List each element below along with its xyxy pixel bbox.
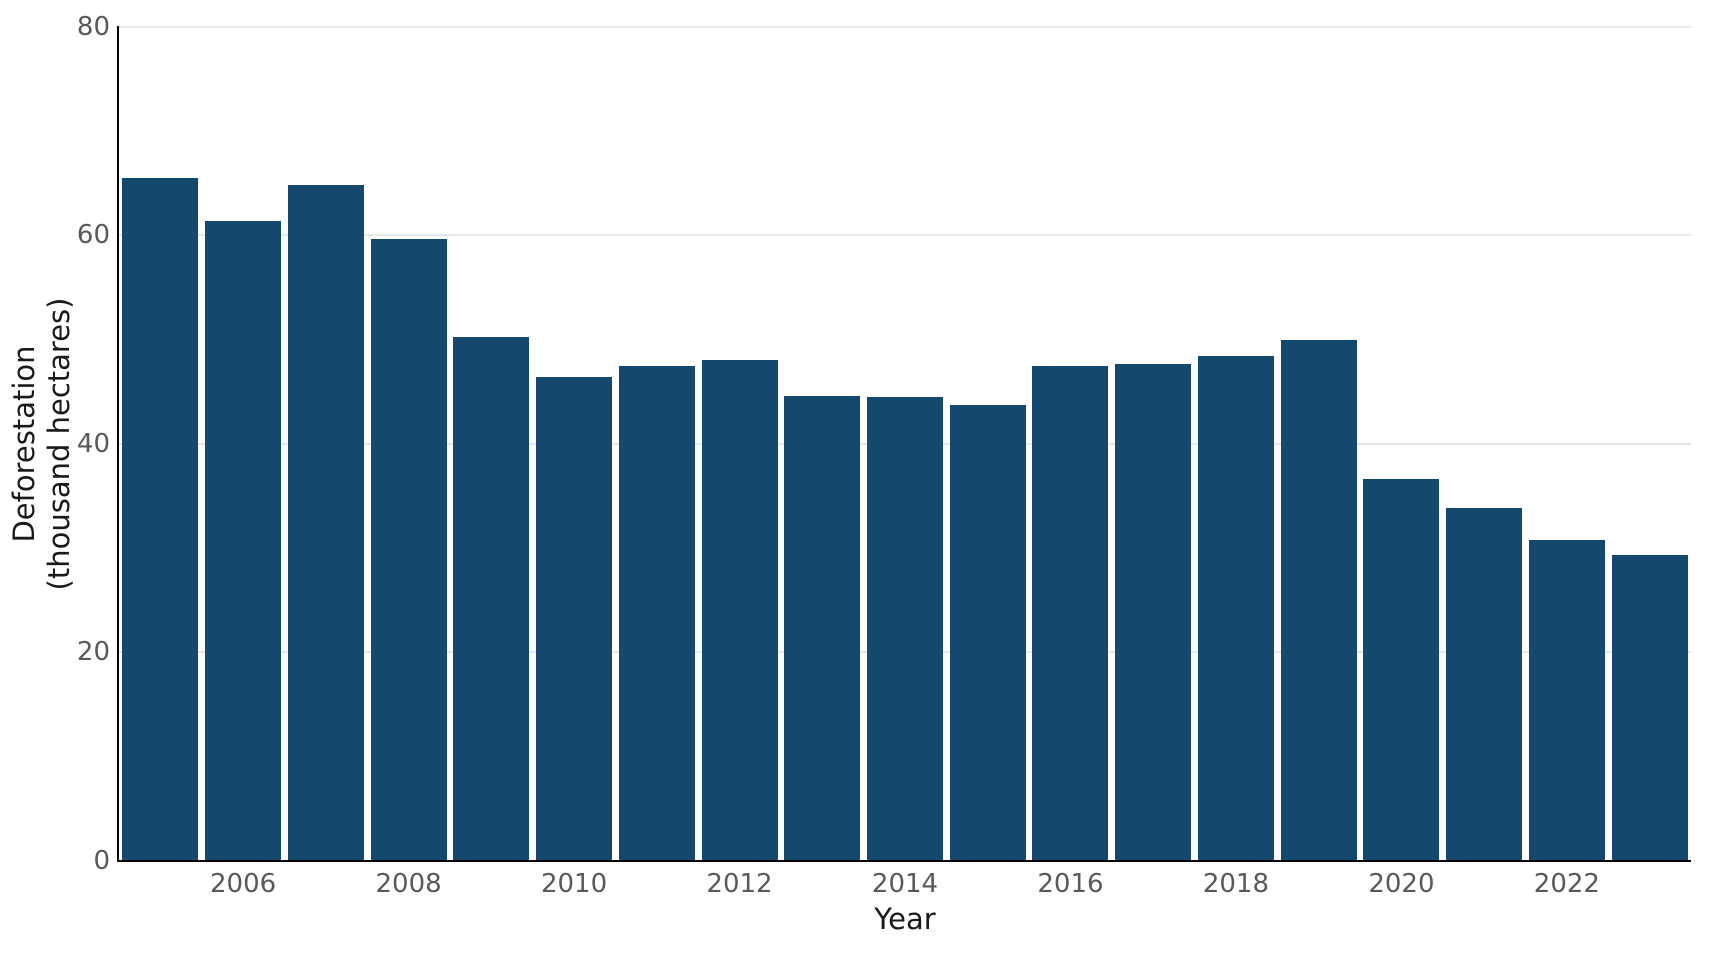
y-tick-label-80: 80: [76, 12, 110, 42]
bar-2014: [867, 396, 943, 861]
y-tick-label-20: 20: [76, 637, 110, 668]
y-axis-title-line1: Deforestation: [7, 345, 41, 543]
bar-2023: [1611, 555, 1688, 861]
y-tick-label-40: 40: [76, 428, 110, 459]
y-tick-label-0: 0: [93, 845, 110, 876]
gridline-60: [117, 234, 1691, 237]
y-axis-title-line2: (thousand hectares): [42, 297, 76, 591]
bar-2009: [453, 337, 530, 861]
x-tick-label-2020: 2020: [1368, 869, 1435, 899]
x-tick-label-2016: 2016: [1037, 869, 1104, 899]
bar-2006: [205, 220, 282, 861]
bar-2019: [1280, 339, 1357, 861]
x-tick-label-2008: 2008: [375, 869, 442, 899]
bar-2017: [1115, 363, 1192, 861]
x-tick-label-2022: 2022: [1533, 869, 1600, 899]
bar-2010: [536, 377, 613, 861]
y-axis-line: [117, 26, 119, 862]
x-tick-label-2006: 2006: [210, 869, 277, 899]
gridline-80: [117, 26, 1691, 28]
x-tick-label-2010: 2010: [540, 869, 608, 899]
bar-2015: [949, 405, 1026, 861]
bar-2012: [701, 360, 778, 861]
bar-2005: [122, 178, 199, 861]
bar-2016: [1032, 365, 1109, 861]
bar-2008: [370, 238, 447, 861]
bar-2007: [287, 185, 364, 861]
x-tick-label-2012: 2012: [706, 869, 773, 899]
x-axis-title: Year: [874, 902, 936, 936]
bar-2018: [1197, 356, 1274, 861]
x-axis-line: [117, 859, 1691, 862]
x-tick-label-2018: 2018: [1202, 869, 1270, 899]
bar-2020: [1363, 479, 1440, 861]
x-tick-label-2014: 2014: [871, 869, 939, 899]
y-tick-label-60: 60: [76, 220, 110, 251]
y-axis-title: Deforestation (thousand hectares): [7, 297, 77, 590]
bar-2022: [1528, 539, 1605, 861]
bar-2013: [784, 395, 861, 861]
bar-2011: [618, 365, 695, 861]
bar-2021: [1446, 508, 1523, 861]
